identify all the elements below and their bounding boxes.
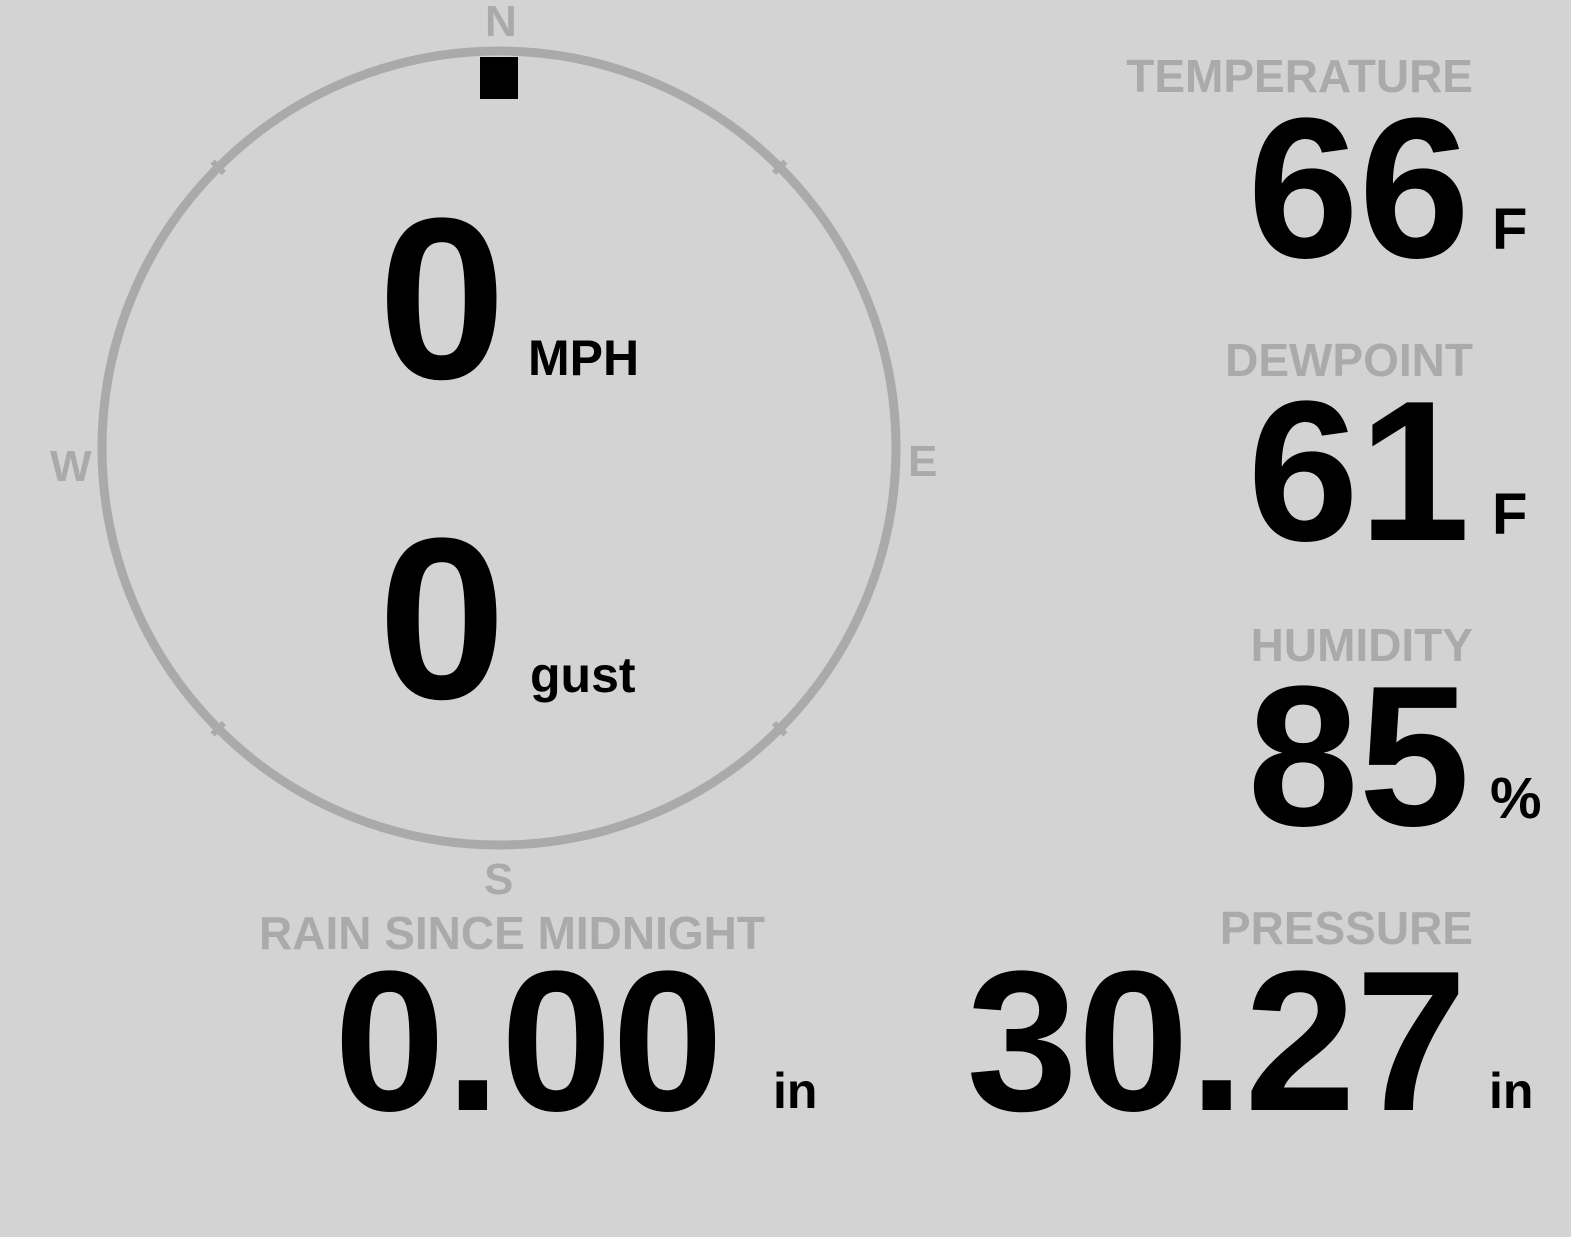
pressure-unit: in [1489,1063,1534,1119]
wind-speed-value: 0 [378,170,506,427]
compass-ring [97,46,901,850]
compass-tick [771,720,788,737]
compass-east-label: E [908,437,938,486]
temperature-label: TEMPERATURE [1126,50,1473,102]
dewpoint-label: DEWPOINT [1225,334,1473,386]
pressure-value: 30.27 [966,930,1468,1153]
wind-gust-value: 0 [378,490,506,747]
wind-speed-unit: MPH [528,330,640,386]
humidity-label: HUMIDITY [1250,619,1473,671]
temperature-unit: F [1492,197,1528,262]
humidity-value: 85 [1247,645,1470,868]
pressure-label: PRESSURE [1219,902,1473,954]
rain-label: RAIN SINCE MIDNIGHT [259,907,765,959]
humidity-unit: % [1490,766,1542,831]
wind-direction-indicator [480,57,518,99]
compass-north-label: N [485,0,517,46]
compass-south-label: S [484,855,514,904]
rain-value: 0.00 [334,930,724,1153]
compass-tick [771,159,788,176]
rain-unit: in [773,1063,818,1119]
compass-west-label: W [50,442,92,491]
dewpoint-unit: F [1492,482,1528,547]
compass-tick [210,159,227,176]
compass-tick [210,720,227,737]
wind-gust-unit: gust [530,647,636,703]
compass-ticks [210,159,788,737]
temperature-value: 66 [1247,77,1470,300]
dewpoint-value: 61 [1247,360,1470,583]
